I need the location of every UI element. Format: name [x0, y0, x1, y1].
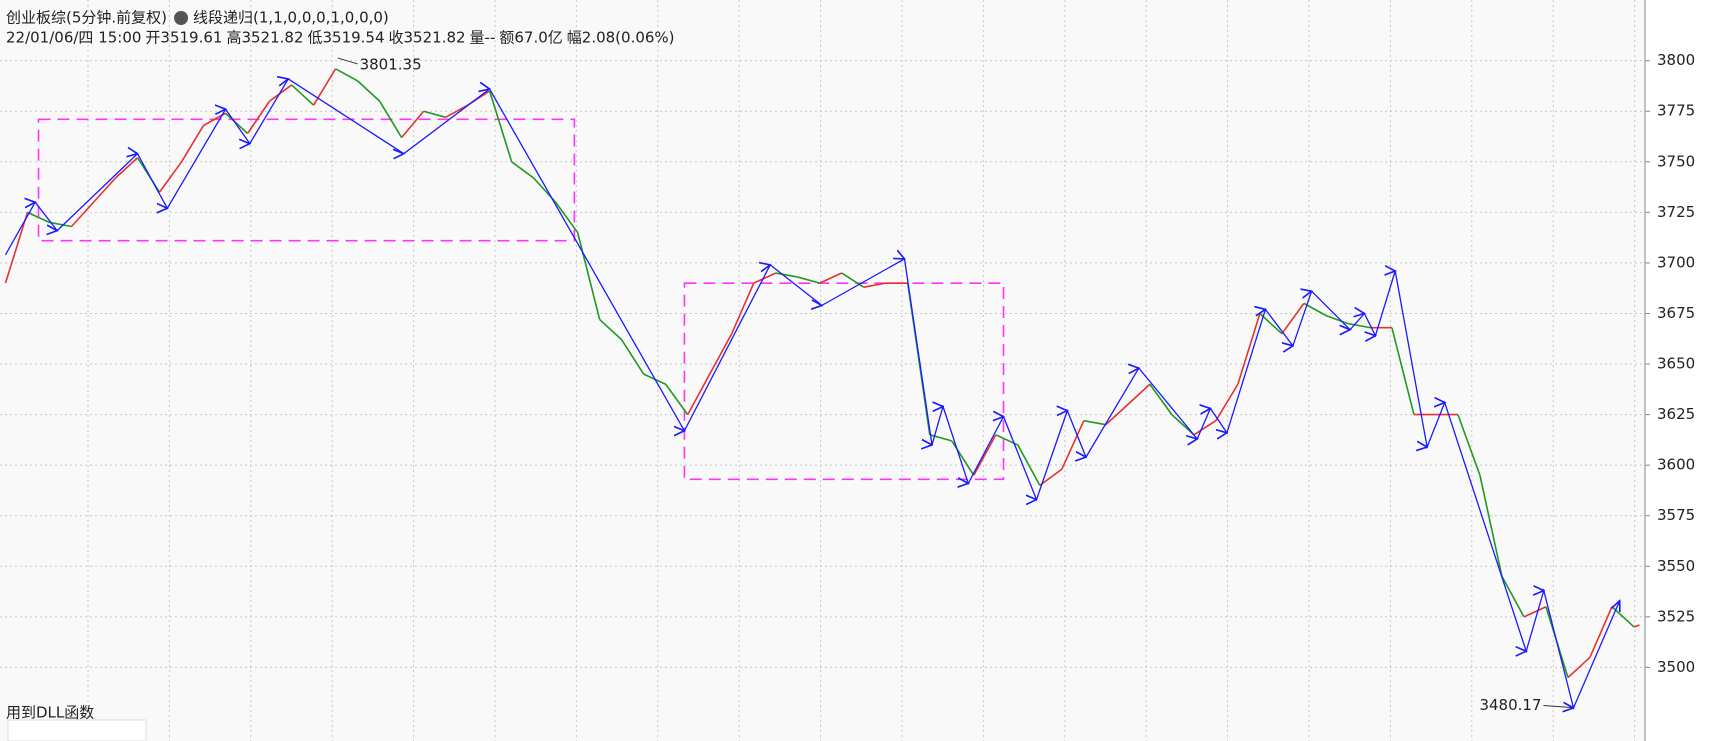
info-item: 额67.0亿 [499, 29, 562, 47]
price-segment [4, 212, 29, 284]
info-item: 收3521.82 [389, 29, 466, 47]
info-item: 量-- [470, 29, 496, 47]
y-tick-label: 3550 [1657, 557, 1695, 575]
low-label: 3480.17 [1479, 696, 1541, 714]
y-tick-label: 3750 [1657, 152, 1695, 170]
chart-title: 创业板综(5分钟.前复权) [6, 9, 167, 27]
y-tick-label: 3675 [1657, 304, 1695, 322]
indicator-name[interactable]: 线段递归(1,1,0,0,0,1,0,0,0) [193, 9, 389, 27]
y-tick-label: 3650 [1657, 355, 1695, 373]
info-item: 22/01/06/四 15:00 [6, 29, 141, 47]
y-tick-label: 3700 [1657, 253, 1695, 271]
y-tick-label: 3800 [1657, 51, 1695, 69]
status-box [7, 719, 147, 741]
price-segment [1633, 624, 1640, 628]
info-item: 低3519.54 [307, 29, 384, 47]
labels: 创业板综(5分钟.前复权) 线段递归(1,1,0,0,0,1,0,0,0) 用到… [6, 9, 1695, 722]
y-tick-label: 3575 [1657, 506, 1695, 524]
y-tick-label: 3725 [1657, 203, 1695, 221]
y-tick-label: 3600 [1657, 456, 1695, 474]
low-pointer [1543, 705, 1572, 709]
note: 用到DLL函数 [6, 704, 94, 722]
high-pointer [337, 57, 358, 65]
indicator-icon[interactable] [174, 11, 189, 25]
y-tick-label: 3525 [1657, 607, 1695, 625]
y-tick-label: 3500 [1657, 658, 1695, 676]
data [4, 57, 1640, 709]
y-tick-label: 3625 [1657, 405, 1695, 423]
segment-line [4, 79, 1620, 708]
info-item: 高3521.82 [226, 29, 303, 47]
high-label: 3801.35 [360, 55, 422, 73]
axis-background [1645, 0, 1725, 741]
info-item: 幅2.08(0.06%) [567, 29, 675, 47]
info-item: 开3519.61 [145, 29, 222, 47]
y-tick-label: 3775 [1657, 102, 1695, 120]
